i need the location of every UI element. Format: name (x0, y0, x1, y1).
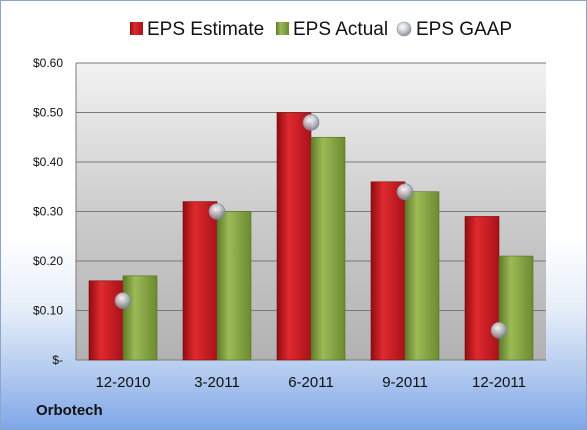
legend-swatch-gaap (396, 21, 412, 37)
x-tick-label: 12-2010 (95, 374, 150, 391)
legend-label-estimate: EPS Estimate (147, 19, 264, 40)
bar-eps-actual (122, 275, 158, 361)
company-name: Orbotech (36, 402, 103, 419)
x-axis-ticks: 12-2010 3-2011 6-2011 9-2011 12-2011 (95, 374, 526, 391)
marker-eps-gaap (114, 292, 132, 309)
bar-eps-estimate (464, 216, 500, 361)
x-tick-label: 6-2011 (288, 374, 334, 391)
bar-eps-estimate (88, 280, 124, 361)
y-tick-label: $0.20 (33, 254, 63, 268)
y-axis-ticks: $- $0.10 $0.20 $0.30 $0.40 $0.50 $0.60 (33, 56, 63, 367)
marker-eps-gaap (302, 114, 320, 131)
bar-eps-actual (498, 255, 534, 361)
legend-swatch-actual (276, 22, 289, 35)
bars (88, 112, 534, 361)
y-tick-label: $0.60 (33, 56, 63, 70)
y-tick-label: $0.40 (33, 155, 63, 169)
y-tick-label: $0.50 (33, 106, 63, 120)
y-tick-label: $0.10 (33, 304, 63, 318)
legend-label-gaap: EPS GAAP (416, 19, 512, 40)
x-tick-label: 12-2011 (472, 374, 526, 391)
x-tick-label: 3-2011 (194, 374, 240, 391)
bar-eps-actual (404, 191, 440, 361)
bar-eps-actual (310, 136, 346, 361)
bar-eps-actual (216, 211, 252, 361)
legend-label-actual: EPS Actual (293, 19, 388, 40)
legend: EPS Estimate EPS Actual EPS GAAP (130, 19, 512, 40)
y-tick-label: $- (52, 353, 63, 367)
y-tick-label: $0.30 (33, 205, 63, 219)
legend-swatch-estimate (130, 22, 143, 35)
bar-eps-estimate (370, 181, 406, 361)
gaap-markers (114, 114, 508, 339)
bar-eps-estimate (182, 201, 218, 361)
marker-eps-gaap (208, 203, 226, 220)
x-tick-label: 9-2011 (382, 374, 428, 391)
marker-eps-gaap (396, 183, 414, 200)
marker-eps-gaap (490, 321, 508, 339)
bar-eps-estimate (276, 112, 312, 361)
